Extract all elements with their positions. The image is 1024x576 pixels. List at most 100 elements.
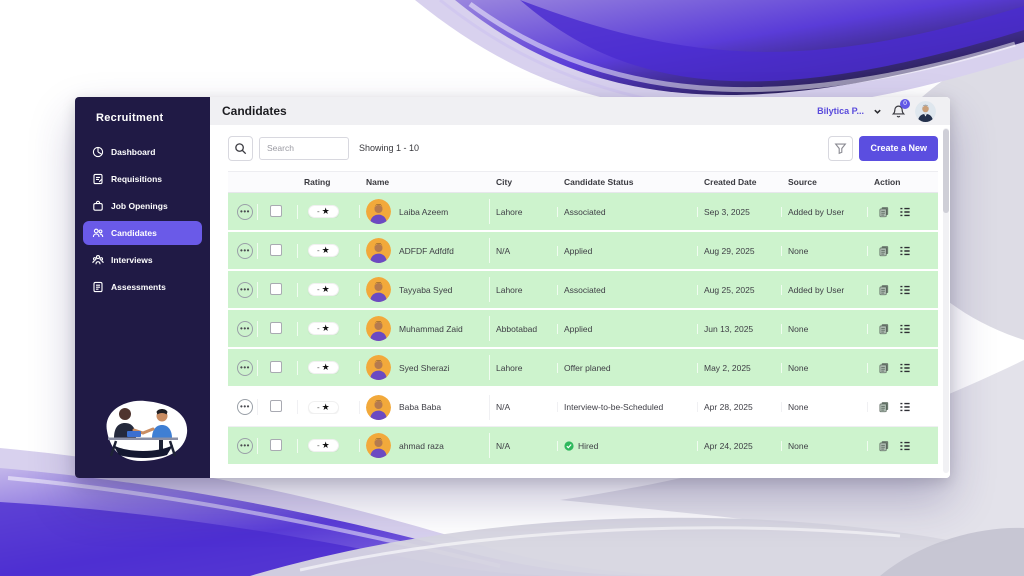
- candidate-avatar: [366, 433, 391, 458]
- main-panel: Candidates Bilytica P... 0: [210, 97, 950, 478]
- created-date: Apr 24, 2025: [698, 440, 782, 451]
- copy-report-icon[interactable]: [878, 362, 890, 374]
- rating-pill[interactable]: - ★: [308, 439, 339, 452]
- candidate-city: N/A: [490, 245, 558, 256]
- search-icon: [234, 142, 247, 155]
- hired-check-icon: [564, 440, 574, 451]
- candidate-city: Lahore: [490, 206, 558, 217]
- column-header: City: [496, 177, 513, 187]
- source: None: [782, 440, 868, 451]
- row-menu-button[interactable]: •••: [237, 359, 253, 376]
- copy-report-icon[interactable]: [878, 440, 890, 452]
- row-checkbox[interactable]: [270, 360, 282, 373]
- toolbar: Showing 1 - 10 Create a New: [228, 134, 938, 162]
- candidate-name: Laiba Azeem: [399, 206, 449, 217]
- created-date: Aug 29, 2025: [698, 245, 782, 256]
- sidebar-item-job-openings[interactable]: Job Openings: [83, 194, 202, 218]
- topbar-right: Bilytica P... 0: [817, 98, 936, 122]
- list-details-icon[interactable]: [899, 440, 911, 452]
- sidebar-item-assessments[interactable]: Assessments: [83, 275, 202, 299]
- row-checkbox[interactable]: [270, 243, 282, 256]
- showing-count: Showing 1 - 10: [359, 143, 420, 153]
- create-new-button[interactable]: Create a New: [859, 135, 938, 161]
- candidate-avatar: [366, 316, 391, 341]
- interview-illustration: [87, 393, 199, 470]
- list-details-icon[interactable]: [899, 401, 911, 413]
- user-avatar[interactable]: [915, 100, 936, 122]
- row-menu-button[interactable]: •••: [237, 320, 253, 337]
- sidebar-item-dashboard[interactable]: Dashboard: [83, 140, 202, 164]
- list-details-icon[interactable]: [899, 245, 911, 257]
- row-menu-button[interactable]: •••: [237, 437, 253, 454]
- created-date: May 2, 2025: [698, 362, 782, 373]
- table-row: ••• - ★ ADFDF Adfdfd N/A: [228, 232, 938, 271]
- row-checkbox[interactable]: [270, 282, 282, 295]
- page-title: Candidates: [222, 104, 287, 118]
- copy-report-icon[interactable]: [878, 206, 890, 218]
- rating-pill[interactable]: - ★: [308, 244, 339, 257]
- search-button[interactable]: [228, 135, 253, 161]
- brand-title: Recruitment: [96, 112, 164, 124]
- candidate-name: Baba Baba: [399, 402, 442, 412]
- rating-pill[interactable]: - ★: [308, 283, 339, 296]
- source: Added by User: [782, 206, 868, 217]
- candidate-name: Tayyaba Syed: [399, 284, 453, 295]
- star-icon: ★: [321, 362, 330, 372]
- list-details-icon[interactable]: [899, 323, 911, 335]
- table-row: ••• - ★ Baba Baba N/A: [228, 388, 938, 427]
- row-checkbox[interactable]: [270, 438, 282, 451]
- list-details-icon[interactable]: [899, 206, 911, 218]
- star-icon: ★: [321, 284, 330, 294]
- user-menu-label[interactable]: Bilytica P...: [817, 106, 864, 116]
- chevron-down-icon[interactable]: [873, 107, 882, 116]
- column-header: Action: [874, 177, 901, 187]
- star-icon: ★: [321, 440, 330, 450]
- table-row: ••• - ★ Laiba Azeem Lahore: [228, 193, 938, 232]
- sidebar-item-label: Assessments: [111, 282, 166, 292]
- created-date: Sep 3, 2025: [698, 206, 782, 217]
- search-input[interactable]: [259, 136, 349, 160]
- list-details-icon[interactable]: [899, 284, 911, 296]
- candidate-status: Offer planed: [564, 362, 611, 373]
- row-menu-button[interactable]: •••: [237, 281, 253, 298]
- scrollbar-thumb[interactable]: [943, 129, 949, 213]
- candidate-name: Syed Sherazi: [399, 362, 450, 373]
- rating-pill[interactable]: - ★: [308, 361, 339, 374]
- rating-pill[interactable]: - ★: [308, 400, 339, 414]
- sidebar-item-label: Job Openings: [111, 201, 168, 211]
- filter-button[interactable]: [828, 135, 854, 161]
- row-checkbox[interactable]: [270, 400, 282, 412]
- row-menu-button[interactable]: •••: [237, 203, 253, 220]
- column-header: Name: [366, 177, 390, 187]
- row-checkbox[interactable]: [270, 204, 282, 217]
- notification-bell-icon[interactable]: 0: [891, 98, 910, 119]
- row-menu-button[interactable]: •••: [237, 242, 253, 259]
- rating-pill[interactable]: - ★: [308, 205, 339, 218]
- rating-pill[interactable]: - ★: [308, 322, 339, 335]
- column-header: Source: [788, 177, 817, 187]
- star-icon: ★: [321, 323, 330, 333]
- candidate-name: Muhammad Zaid: [399, 323, 463, 334]
- sidebar-item-label: Dashboard: [111, 147, 156, 157]
- candidate-status: Applied: [564, 323, 593, 334]
- column-header: Candidate Status: [564, 177, 634, 187]
- source: Added by User: [782, 284, 868, 295]
- source: None: [782, 402, 868, 412]
- copy-report-icon[interactable]: [878, 245, 890, 257]
- created-date: Aug 25, 2025: [698, 284, 782, 295]
- copy-report-icon[interactable]: [878, 401, 890, 413]
- copy-report-icon[interactable]: [878, 284, 890, 296]
- app-window: Recruitment Dashboard Requisitions Job O…: [75, 97, 950, 478]
- sidebar-item-interviews[interactable]: Interviews: [83, 248, 202, 272]
- sidebar-item-candidates[interactable]: Candidates: [83, 221, 202, 245]
- row-menu-button[interactable]: •••: [237, 399, 253, 415]
- sidebar-item-requisitions[interactable]: Requisitions: [83, 167, 202, 191]
- source: None: [782, 362, 868, 373]
- table-row: ••• - ★ ahmad raza N/A: [228, 427, 938, 466]
- row-checkbox[interactable]: [270, 321, 282, 334]
- candidate-city: N/A: [490, 402, 558, 412]
- candidate-name: ADFDF Adfdfd: [399, 245, 454, 256]
- copy-report-icon[interactable]: [878, 323, 890, 335]
- list-details-icon[interactable]: [899, 362, 911, 374]
